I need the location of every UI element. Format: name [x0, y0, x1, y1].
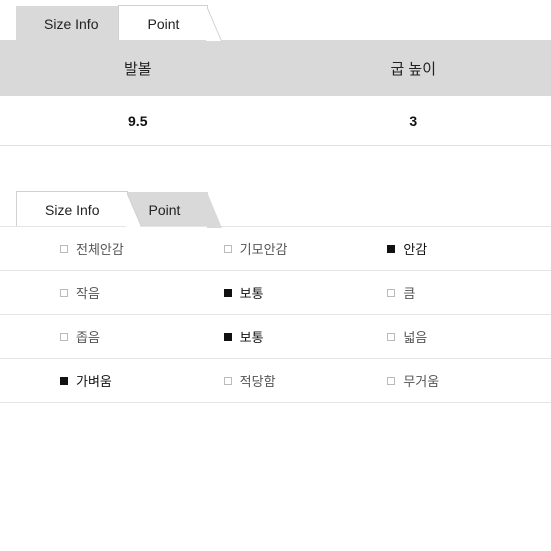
tab-point[interactable]: Point — [118, 5, 208, 40]
point-option[interactable]: 가벼움 — [60, 371, 224, 390]
size-value-1: 9.5 — [0, 113, 276, 129]
point-option-label: 적당함 — [240, 371, 276, 390]
checkbox-filled-icon — [224, 289, 232, 297]
point-option[interactable]: 보통 — [224, 283, 388, 302]
tab-size-info-2[interactable]: Size Info — [16, 191, 128, 226]
point-row: 전체안감 기모안감 안감 — [0, 227, 551, 271]
point-option[interactable]: 적당함 — [224, 371, 388, 390]
size-header-col-2: 굽 높이 — [276, 58, 551, 79]
checkbox-empty-icon — [224, 245, 232, 253]
point-option[interactable]: 넓음 — [387, 327, 551, 346]
point-option-label: 안감 — [403, 239, 427, 258]
checkbox-empty-icon — [224, 377, 232, 385]
checkbox-empty-icon — [387, 289, 395, 297]
point-option-label: 좁음 — [76, 327, 100, 346]
checkbox-empty-icon — [387, 333, 395, 341]
point-option[interactable]: 기모안감 — [224, 239, 388, 258]
size-value-row: 9.5 3 — [0, 96, 551, 146]
point-option-label: 가벼움 — [76, 371, 112, 390]
point-option-label: 넓음 — [403, 327, 427, 346]
point-option[interactable]: 좁음 — [60, 327, 224, 346]
point-option-label: 큼 — [403, 283, 415, 302]
size-info-section: Size Info Point 발볼 굽 높이 9.5 3 — [0, 0, 551, 146]
point-row: 작음 보통 큼 — [0, 271, 551, 315]
size-header-col-1: 발볼 — [0, 58, 276, 79]
point-option[interactable]: 전체안감 — [60, 239, 224, 258]
checkbox-empty-icon — [60, 289, 68, 297]
point-section: Size Info Point 전체안감기모안감안감작음보통큼좁음보통넓음가벼움… — [0, 186, 551, 403]
point-option-label: 무거움 — [403, 371, 439, 390]
point-row: 가벼움 적당함 무거움 — [0, 359, 551, 403]
point-option-label: 작음 — [76, 283, 100, 302]
tabs-point: Size Info Point — [0, 186, 551, 226]
point-option[interactable]: 무거움 — [387, 371, 551, 390]
size-header-row: 발볼 굽 높이 — [0, 40, 551, 96]
point-option[interactable]: 보통 — [224, 327, 388, 346]
size-value-2: 3 — [276, 113, 551, 129]
point-option-label: 보통 — [240, 327, 264, 346]
tabs-size: Size Info Point — [0, 0, 551, 40]
checkbox-empty-icon — [387, 377, 395, 385]
checkbox-filled-icon — [224, 333, 232, 341]
point-option[interactable]: 작음 — [60, 283, 224, 302]
point-row: 좁음 보통 넓음 — [0, 315, 551, 359]
checkbox-empty-icon — [60, 245, 68, 253]
point-option[interactable]: 큼 — [387, 283, 551, 302]
checkbox-empty-icon — [60, 333, 68, 341]
point-option-label: 전체안감 — [76, 239, 124, 258]
point-option-label: 기모안감 — [240, 239, 288, 258]
point-option[interactable]: 안감 — [387, 239, 551, 258]
tab-size-info[interactable]: Size Info — [16, 6, 126, 40]
point-list: 전체안감기모안감안감작음보통큼좁음보통넓음가벼움적당함무거움 — [0, 226, 551, 403]
point-option-label: 보통 — [240, 283, 264, 302]
checkbox-filled-icon — [387, 245, 395, 253]
checkbox-filled-icon — [60, 377, 68, 385]
